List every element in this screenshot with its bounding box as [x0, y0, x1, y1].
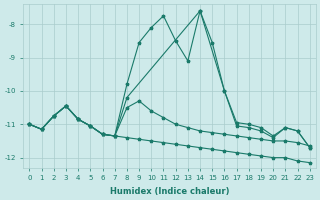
- X-axis label: Humidex (Indice chaleur): Humidex (Indice chaleur): [110, 187, 229, 196]
